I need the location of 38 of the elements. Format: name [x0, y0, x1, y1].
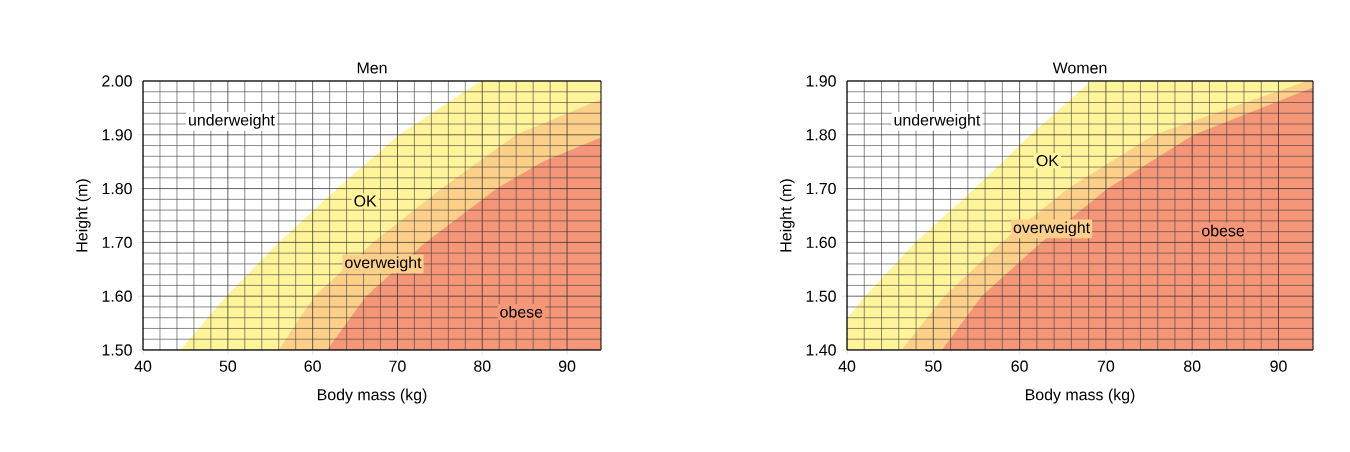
annotation: overweight	[345, 256, 422, 272]
x-tick-label: 50	[925, 360, 942, 372]
x-tick-label: 60	[304, 360, 321, 372]
y-tick-label: 1.40	[806, 344, 836, 356]
x-tick-label: 80	[474, 360, 491, 372]
x-axis-title: Body mass (kg)	[317, 388, 427, 404]
y-tick-label: 1.50	[102, 344, 132, 356]
y-axis-title: Height (m)	[75, 179, 91, 252]
y-tick-label: 1.90	[806, 75, 836, 87]
y-tick-label: 1.80	[102, 182, 132, 195]
y-tick-label: 1.50	[806, 290, 836, 302]
annotation: underweight	[189, 113, 275, 129]
chart-title: Women	[1052, 62, 1107, 74]
annotation: underweight	[894, 113, 981, 129]
annotation: OK	[1036, 154, 1059, 167]
x-tick-label: 90	[558, 360, 576, 372]
annotation: overweight	[1013, 221, 1090, 237]
y-tick-label: 1.70	[102, 236, 132, 249]
annotation: OK	[354, 195, 377, 207]
y-tick-label: 1.90	[102, 129, 132, 141]
y-tick-label: 2.00	[102, 75, 132, 87]
x-tick-label: 90	[1270, 360, 1287, 372]
y-tick-label: 1.80	[806, 129, 836, 141]
annotation: obese	[1202, 224, 1245, 237]
x-tick-label: 60	[1011, 360, 1028, 372]
x-tick-label: 80	[1184, 360, 1201, 372]
annotation: obese	[500, 305, 543, 318]
y-tick-label: 1.60	[806, 236, 836, 249]
x-tick-label: 70	[1097, 360, 1115, 372]
x-tick-label: 50	[219, 360, 237, 372]
x-tick-label: 40	[838, 360, 856, 372]
x-axis-title: Body mass (kg)	[1025, 388, 1135, 404]
x-tick-label: 40	[134, 360, 152, 372]
chart-title: Men	[357, 62, 387, 74]
y-tick-label: 1.70	[806, 182, 836, 195]
y-axis-title: Height (m)	[779, 179, 795, 252]
x-tick-label: 70	[389, 360, 406, 372]
y-tick-label: 1.60	[102, 290, 132, 302]
